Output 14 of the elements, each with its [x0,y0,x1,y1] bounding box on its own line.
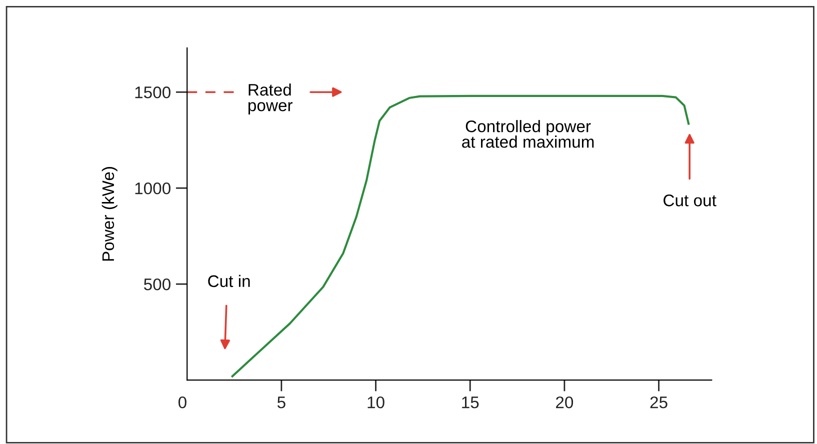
annotation: Controlled power at rated maximum [462,120,594,148]
x-tick-label: 10 [368,396,384,408]
x-tick-label: 15 [462,396,479,408]
x-tick-label: 5 [277,396,286,408]
x-tick-label: 20 [556,396,574,408]
y-axis-title: Power (kWe) [102,167,118,261]
y-tick-label: 1500 [135,86,170,98]
x-tick-label: 0 [178,396,186,408]
y-tick-label: 500 [144,278,170,290]
ref-line-label: Rated power [248,83,293,115]
annotation: Cut in [208,274,250,288]
x-tick-label: 25 [650,396,668,408]
y-tick-label: 1000 [135,182,170,194]
annotation: Cut out [664,194,716,206]
